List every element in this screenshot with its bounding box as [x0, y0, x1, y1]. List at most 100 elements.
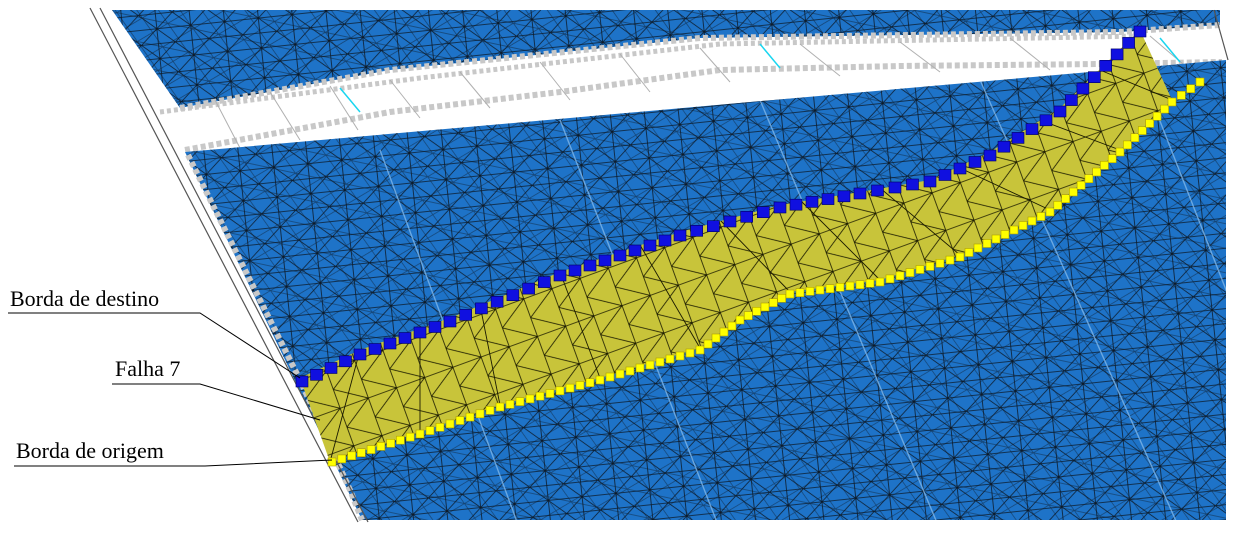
source-edge-marker	[1069, 187, 1078, 197]
target-edge-marker	[923, 175, 937, 188]
target-edge-marker	[837, 190, 851, 203]
source-edge-marker	[1177, 91, 1186, 100]
source-edge-marker	[1130, 133, 1140, 142]
target-edge-marker	[522, 282, 535, 295]
source-edge-marker	[768, 298, 778, 308]
source-edge-marker	[955, 252, 965, 262]
leader-lines	[8, 312, 333, 467]
target-edge-marker	[673, 229, 687, 242]
source-edge-marker	[825, 284, 835, 294]
leader-source-edge	[14, 459, 333, 467]
target-edge-marker	[983, 149, 997, 162]
source-edge-marker	[1100, 161, 1109, 170]
source-edge-marker	[1084, 174, 1094, 183]
source-edge-marker	[845, 281, 855, 291]
source-edge-marker	[945, 255, 955, 265]
target-edge-marker	[339, 355, 352, 368]
target-edge-marker	[568, 264, 582, 277]
source-edge-marker	[1115, 147, 1125, 157]
target-edge-marker	[553, 269, 567, 282]
source-edge-marker	[555, 386, 565, 396]
target-edge-marker	[871, 184, 884, 197]
target-edge-marker	[310, 368, 323, 381]
target-edge-marker	[428, 321, 442, 333]
source-edge-marker	[356, 448, 366, 458]
source-edge-marker	[1138, 126, 1147, 135]
target-edge-marker	[968, 156, 982, 168]
leader-target-edge	[8, 312, 301, 379]
target-edge-marker	[773, 201, 787, 214]
source-edge-marker	[655, 357, 665, 367]
source-edge-marker	[785, 289, 795, 299]
source-edge-marker	[545, 389, 555, 398]
source-edge-marker	[855, 280, 865, 290]
source-edge-marker	[760, 302, 770, 312]
source-edge-marker	[703, 339, 713, 349]
target-edge-marker	[475, 302, 488, 315]
source-edge-marker	[711, 333, 721, 343]
target-edge-marker	[706, 220, 720, 232]
target-edge-marker	[853, 187, 867, 200]
target-edge-marker	[490, 295, 504, 308]
source-edge-marker	[396, 435, 405, 445]
target-edge-marker	[1099, 59, 1112, 72]
target-edge-marker	[295, 375, 309, 388]
target-edge-marker	[821, 193, 835, 205]
source-edge-marker	[337, 454, 347, 464]
source-edge-marker	[727, 321, 737, 331]
target-edge-marker	[628, 244, 642, 257]
source-edge-marker	[1045, 207, 1055, 217]
source-edge-marker	[675, 351, 685, 361]
source-edge-marker	[625, 366, 635, 376]
target-edge-marker	[1011, 132, 1025, 144]
source-edge-marker	[964, 248, 974, 257]
target-edge-marker	[443, 315, 457, 328]
label-source-edge: Borda de origem	[16, 438, 164, 463]
leader-fault	[112, 383, 321, 421]
source-edge-marker	[1107, 154, 1117, 163]
target-edge-marker	[368, 343, 382, 355]
source-edge-marker	[905, 268, 915, 277]
source-edge-marker	[991, 234, 1001, 244]
target-edge-marker	[658, 234, 672, 247]
source-edge-marker	[435, 422, 445, 432]
target-edge-marker	[690, 225, 704, 237]
target-edge-markers	[295, 25, 1147, 388]
target-edge-marker	[1122, 37, 1135, 49]
target-edge-marker	[598, 254, 612, 267]
source-edge-marker	[752, 306, 762, 316]
source-edge-marker	[1167, 97, 1177, 107]
source-edge-markers	[327, 77, 1205, 467]
upper-horizon-border	[179, 22, 1221, 111]
source-edge-marker	[1152, 112, 1162, 121]
source-edge-marker	[1018, 221, 1028, 230]
target-edge-marker	[1025, 123, 1039, 135]
source-edge-marker	[895, 271, 905, 281]
source-edge-marker	[386, 438, 396, 448]
source-edge-marker	[982, 239, 992, 248]
source-edge-marker	[347, 451, 356, 461]
target-edge-marker	[1076, 82, 1090, 95]
source-edge-marker	[585, 378, 595, 388]
source-edge-marker	[973, 243, 983, 253]
source-edge-marker	[1160, 104, 1169, 114]
target-edge-marker	[459, 309, 473, 321]
source-edge-marker	[635, 363, 645, 373]
source-edge-marker	[425, 426, 435, 435]
source-edge-marker	[1195, 77, 1205, 87]
target-edge-marker	[383, 337, 397, 350]
target-edge-marker	[723, 215, 737, 228]
source-edge-marker	[719, 327, 729, 337]
target-edge-marker	[1088, 71, 1101, 83]
source-edge-marker	[485, 406, 495, 415]
source-edge-marker	[665, 354, 675, 364]
target-edge-marker	[740, 211, 754, 223]
target-edge-marker	[805, 196, 819, 208]
source-edge-marker	[605, 372, 615, 382]
source-edge-marker	[575, 381, 585, 390]
source-edge-marker	[1092, 167, 1101, 177]
target-edge-marker	[613, 249, 627, 262]
source-edge-marker	[565, 383, 575, 393]
source-edge-marker	[1076, 181, 1086, 190]
